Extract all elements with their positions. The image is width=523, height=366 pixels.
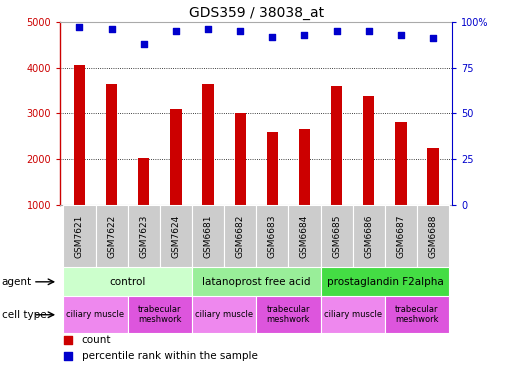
Bar: [224, 205, 256, 267]
Point: [172, 28, 180, 34]
Point: [323, 292, 332, 298]
Text: GSM6686: GSM6686: [365, 214, 373, 258]
Bar: [363, 96, 374, 205]
Bar: [235, 113, 246, 205]
Title: GDS359 / 38038_at: GDS359 / 38038_at: [189, 5, 324, 19]
Text: ciliary muscle: ciliary muscle: [324, 310, 382, 319]
Bar: [299, 130, 310, 205]
Text: ciliary muscle: ciliary muscle: [195, 310, 253, 319]
Text: GSM6683: GSM6683: [268, 214, 277, 258]
Point: [300, 32, 309, 38]
Point: [268, 34, 277, 40]
Bar: [138, 158, 150, 205]
Point: [75, 25, 84, 30]
Point: [397, 32, 405, 38]
Bar: [353, 205, 385, 267]
Bar: [321, 267, 449, 296]
Text: GSM7621: GSM7621: [75, 214, 84, 258]
Bar: [96, 205, 128, 267]
Point: [204, 26, 212, 32]
Bar: [267, 132, 278, 205]
Text: control: control: [109, 277, 146, 287]
Bar: [170, 109, 181, 205]
Point: [107, 26, 116, 32]
Text: GSM7624: GSM7624: [172, 214, 180, 258]
Bar: [192, 267, 321, 296]
Point: [365, 28, 373, 34]
Text: ciliary muscle: ciliary muscle: [66, 310, 124, 319]
Point: [323, 145, 332, 151]
Bar: [417, 205, 449, 267]
Bar: [385, 296, 449, 333]
Bar: [106, 84, 117, 205]
Point: [429, 36, 437, 41]
Text: GSM6681: GSM6681: [203, 214, 212, 258]
Bar: [63, 267, 192, 296]
Text: count: count: [82, 335, 111, 346]
Bar: [331, 86, 342, 205]
Bar: [256, 205, 288, 267]
Text: GSM6687: GSM6687: [396, 214, 405, 258]
Bar: [63, 205, 96, 267]
Bar: [74, 66, 85, 205]
Text: percentile rank within the sample: percentile rank within the sample: [82, 351, 258, 362]
Text: latanoprost free acid: latanoprost free acid: [202, 277, 311, 287]
Bar: [202, 84, 214, 205]
Bar: [63, 296, 128, 333]
Text: agent: agent: [2, 277, 32, 287]
Bar: [256, 296, 321, 333]
Bar: [321, 296, 385, 333]
Bar: [395, 122, 406, 205]
Bar: [321, 205, 353, 267]
Text: GSM6685: GSM6685: [332, 214, 341, 258]
Text: cell type: cell type: [2, 310, 46, 320]
Bar: [385, 205, 417, 267]
Text: GSM6682: GSM6682: [236, 214, 245, 258]
Text: GSM6688: GSM6688: [429, 214, 438, 258]
Text: trabecular
meshwork: trabecular meshwork: [395, 305, 439, 325]
Bar: [192, 205, 224, 267]
Bar: [192, 296, 256, 333]
Text: prostaglandin F2alpha: prostaglandin F2alpha: [326, 277, 444, 287]
Text: GSM7622: GSM7622: [107, 214, 116, 258]
Text: GSM7623: GSM7623: [139, 214, 148, 258]
Bar: [160, 205, 192, 267]
Bar: [288, 205, 321, 267]
Bar: [128, 205, 160, 267]
Point: [140, 41, 148, 47]
Point: [333, 28, 341, 34]
Text: trabecular
meshwork: trabecular meshwork: [267, 305, 310, 325]
Bar: [128, 296, 192, 333]
Text: trabecular
meshwork: trabecular meshwork: [138, 305, 181, 325]
Bar: [427, 148, 439, 205]
Text: GSM6684: GSM6684: [300, 214, 309, 258]
Point: [236, 28, 244, 34]
